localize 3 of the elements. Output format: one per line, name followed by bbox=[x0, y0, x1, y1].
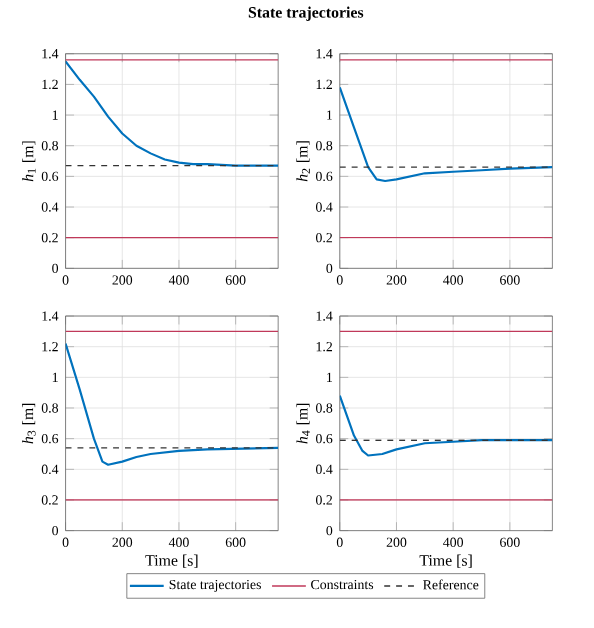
line-series bbox=[65, 342, 279, 466]
line-series bbox=[65, 60, 279, 167]
line-series bbox=[339, 394, 553, 457]
